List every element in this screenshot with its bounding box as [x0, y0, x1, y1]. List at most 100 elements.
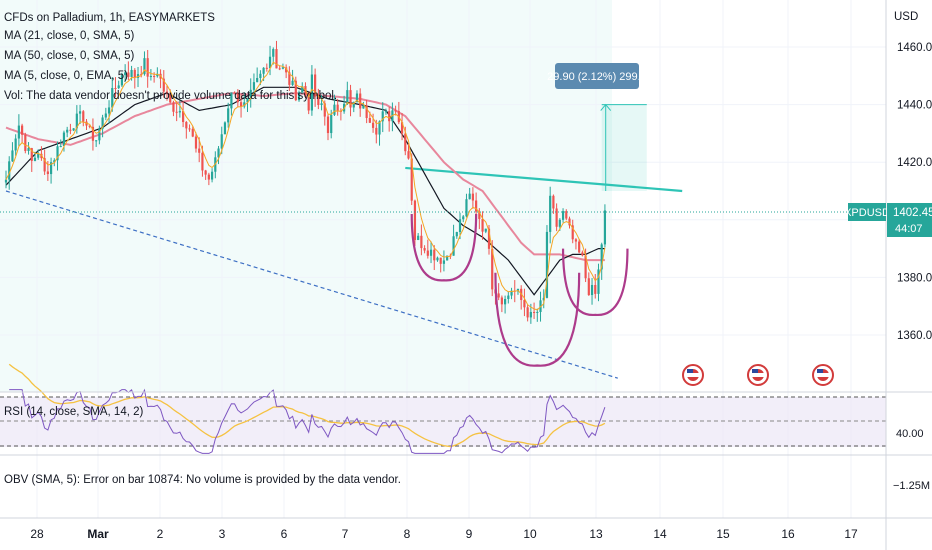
volume-legend[interactable]: Vol: The data vendor doesn't provide vol…	[4, 90, 338, 102]
candle-body	[320, 103, 323, 105]
obv-pane[interactable]	[0, 456, 886, 518]
candle-body	[462, 216, 465, 220]
candle-body	[291, 80, 294, 85]
candle-body	[175, 111, 178, 113]
candle-body	[98, 128, 101, 141]
candle-body	[407, 151, 410, 159]
candle-body	[297, 92, 301, 101]
price-tick-label: 1380.00	[897, 272, 932, 284]
candle-body	[194, 136, 198, 149]
candle-body	[239, 102, 243, 107]
candle-body	[101, 117, 104, 129]
obv-legend[interactable]: OBV (SMA, 5): Error on bar 10874: No vol…	[4, 474, 401, 486]
symbol-badge-text: XPDUSD	[844, 207, 890, 219]
ma50-legend[interactable]: MA (50, close, 0, SMA, 5)	[4, 50, 135, 62]
rsi-line	[9, 388, 606, 454]
time-label: Mar	[87, 527, 109, 541]
candle-body	[198, 148, 201, 153]
candle-body	[43, 158, 46, 172]
ema5-legend[interactable]: MA (5, close, 0, EMA, 5)	[4, 70, 128, 82]
descending-trendline[interactable]	[5, 190, 618, 379]
us-flag-icon[interactable]	[682, 364, 704, 386]
left-shoulder-arc[interactable]	[410, 214, 478, 282]
candle-body	[491, 248, 494, 290]
candle-body	[384, 111, 388, 113]
candle-body	[66, 129, 69, 133]
candle-body	[510, 290, 513, 296]
head-arc[interactable]	[494, 272, 581, 367]
price-ticks[interactable]: 1460.00 1440.00 1420.00 1380.00 1360.00	[897, 42, 932, 342]
candle-body	[404, 133, 407, 152]
candle-body	[378, 121, 381, 135]
candle-body	[555, 208, 558, 227]
candle-body	[124, 72, 127, 76]
bar-countdown: 44:07	[895, 223, 923, 235]
us-flag-icon[interactable]	[812, 364, 834, 386]
ma21-legend[interactable]: MA (21, close, 0, SMA, 5)	[4, 30, 135, 42]
candle-body	[359, 93, 362, 109]
candle-body	[130, 69, 133, 77]
candle-body	[420, 235, 423, 249]
candle-body	[388, 111, 391, 122]
candle-body	[365, 105, 368, 119]
candle-body	[578, 241, 581, 253]
candle-body	[72, 128, 75, 131]
neckline[interactable]	[405, 166, 683, 193]
time-label: 6	[281, 527, 288, 541]
ema5-line	[5, 61, 606, 311]
candle-body	[69, 129, 72, 131]
rsi-legend[interactable]: RSI (14, close, SMA, 14, 2)	[4, 406, 144, 418]
candle-body	[30, 148, 33, 161]
candle-body	[314, 74, 317, 97]
candle-body	[127, 72, 130, 77]
obv-tick: −1.25M	[893, 480, 930, 492]
candle-body	[188, 128, 191, 130]
candle-body	[529, 311, 532, 318]
candle-body	[8, 161, 11, 180]
rsi-tick: 40.00	[896, 428, 924, 440]
measure-tool[interactable]	[600, 103, 647, 191]
candle-body	[481, 218, 484, 232]
candle-body	[275, 49, 278, 69]
candle-body	[104, 113, 107, 118]
chart-title[interactable]: CFDs on Palladium, 1h, EASYMARKETS	[4, 12, 215, 24]
candle-body	[429, 249, 433, 256]
right-shoulder-arc[interactable]	[561, 248, 629, 316]
candle-body	[545, 231, 549, 298]
candle-body	[594, 284, 597, 294]
candle-body	[561, 211, 565, 220]
candle-body	[117, 85, 120, 89]
candle-body	[182, 111, 185, 123]
candle-body	[600, 244, 603, 270]
candle-body	[603, 210, 607, 245]
us-flag-icon[interactable]	[747, 364, 769, 386]
candle-body	[371, 122, 375, 128]
measure-box	[601, 104, 647, 191]
candle-body	[227, 108, 230, 123]
candle-body	[252, 82, 256, 90]
candle-body	[558, 219, 561, 227]
candle-body	[323, 103, 326, 117]
time-axis[interactable]: 28 Mar 2 3 6 7 8 9 10 13 14 15 16 17	[30, 527, 858, 541]
candle-body	[172, 102, 175, 112]
candle-body	[574, 239, 578, 242]
candle-body	[59, 146, 62, 148]
candle-body	[91, 126, 95, 141]
candle-body	[439, 257, 442, 264]
candle-body	[24, 134, 27, 151]
candle-body	[568, 218, 571, 226]
candle-body	[571, 225, 574, 240]
candle-body	[243, 102, 246, 107]
candle-body	[487, 228, 491, 249]
candle-body	[452, 236, 455, 256]
candle-body	[204, 170, 207, 175]
measure-label-box[interactable]	[555, 63, 639, 89]
candle-body	[114, 88, 117, 90]
candle-body	[162, 78, 165, 92]
price-tick-label: 1460.00	[897, 42, 932, 54]
last-price: 1402.45	[893, 207, 932, 219]
candle-body	[146, 58, 149, 77]
candle-body	[433, 249, 436, 261]
candle-body	[120, 75, 124, 86]
